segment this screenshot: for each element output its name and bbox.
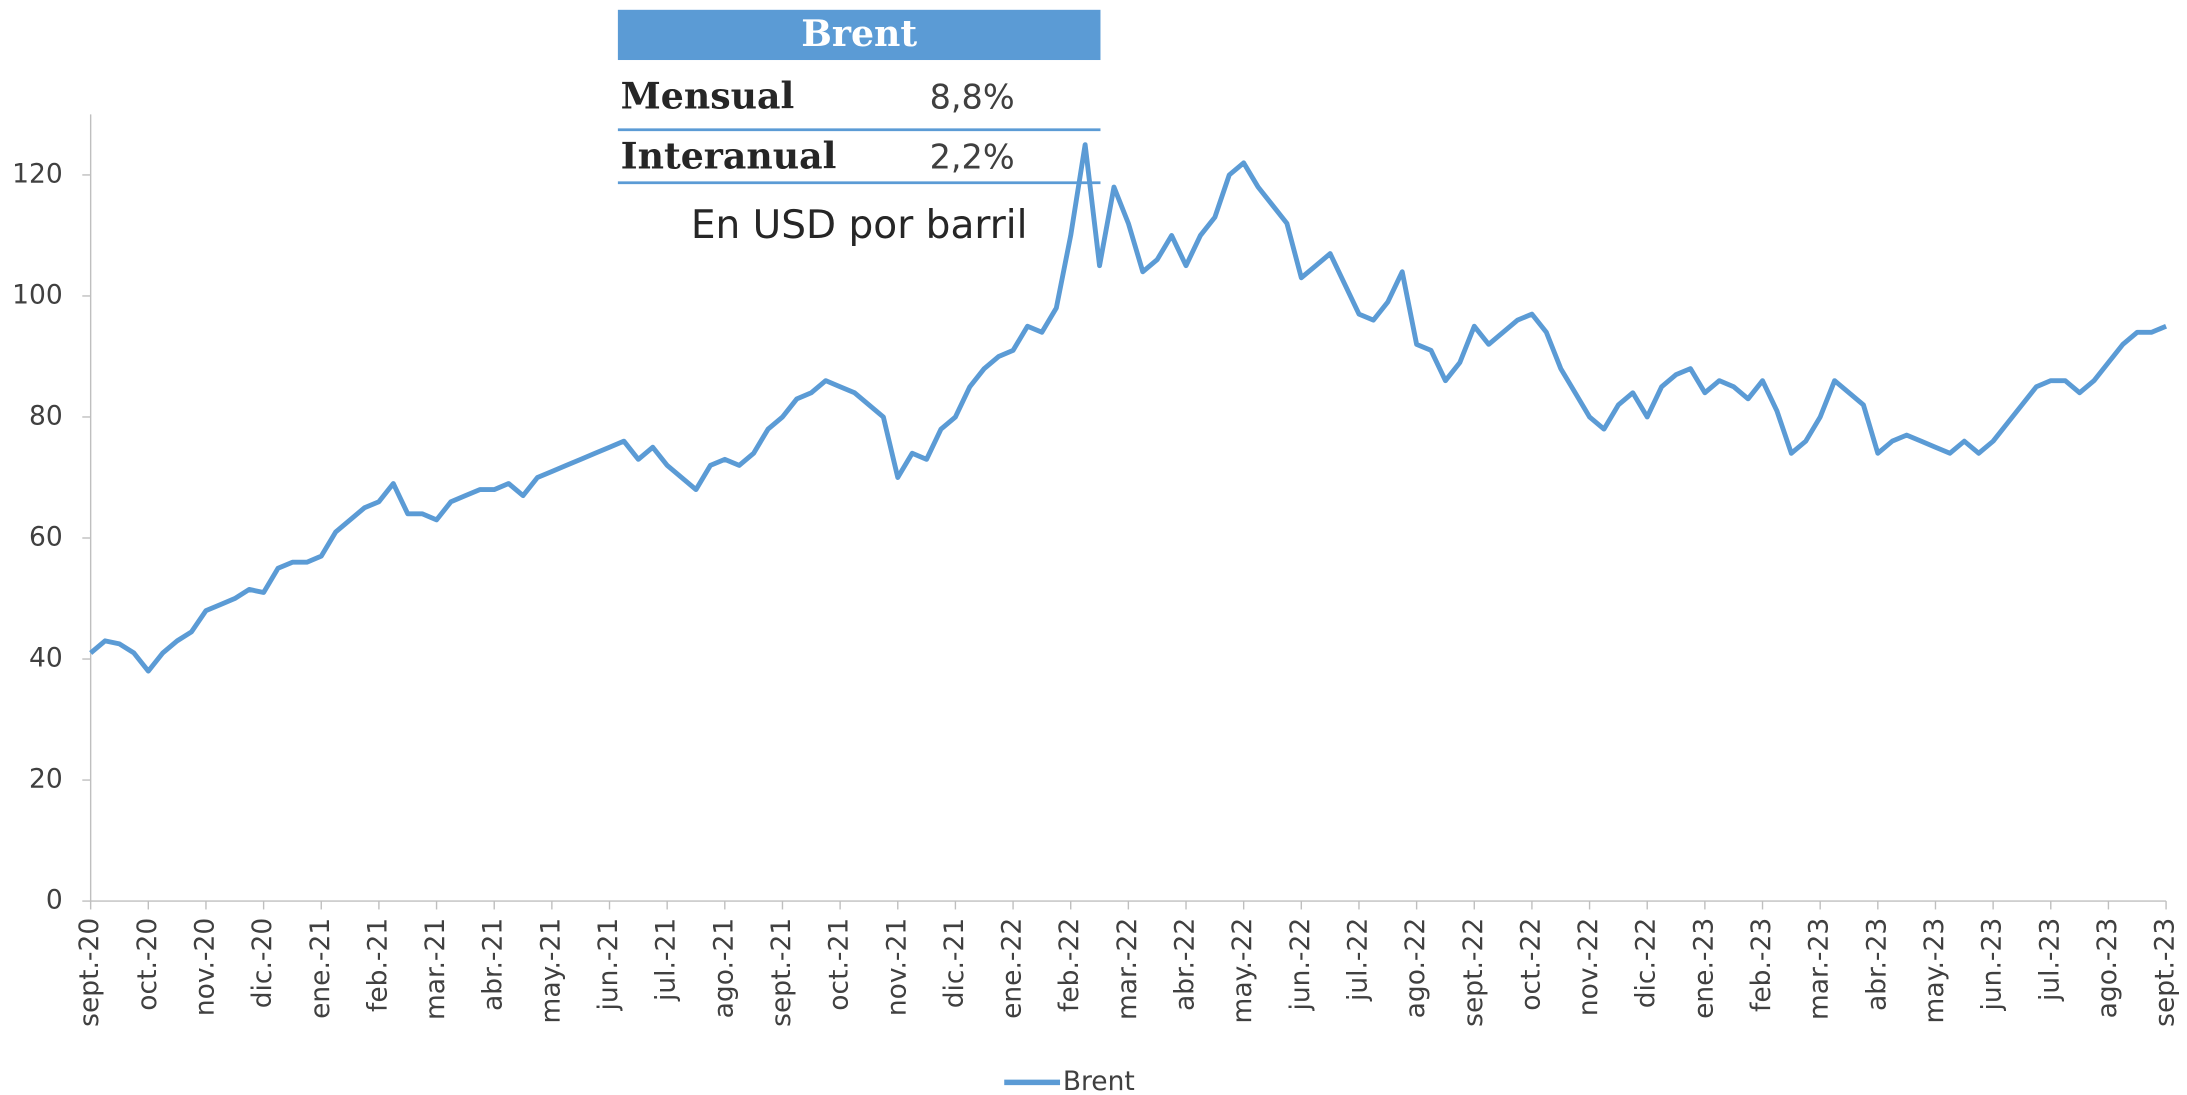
x-tick-label: feb.-23	[1746, 918, 1777, 1012]
table-cell: 8,8%	[930, 78, 1015, 117]
x-tick-label: may.-23	[1919, 918, 1950, 1024]
x-tick-label: abr.-22	[1170, 918, 1201, 1011]
x-tick-label: ago.-21	[708, 918, 739, 1019]
y-tick-label: 60	[29, 522, 63, 553]
x-tick-label: jul.-23	[2034, 918, 2065, 1002]
x-tick-label: may.-21	[535, 918, 566, 1024]
x-tick-label: jul.-22	[1342, 918, 1373, 1002]
y-tick-label: 20	[29, 764, 63, 795]
x-tick-label: abr.-21	[478, 918, 509, 1011]
y-tick-label: 0	[46, 885, 63, 916]
x-tick-label: ago.-23	[2092, 918, 2123, 1019]
x-tick-label: jun.-23	[1977, 918, 2008, 1012]
x-tick-label: oct.-21	[824, 918, 855, 1011]
x-tick-label: may.-22	[1227, 918, 1258, 1024]
table-cell: 2,2%	[930, 138, 1015, 177]
x-tick-label: nov.-22	[1573, 918, 1604, 1016]
y-tick-label: 100	[12, 279, 63, 310]
x-tick-label: jun.-21	[593, 918, 624, 1012]
table-header-bg	[617, 9, 1101, 61]
legend-label: Brent	[1063, 1066, 1135, 1095]
x-tick-label: sept.-20	[74, 918, 105, 1027]
x-tick-label: sept.-21	[766, 918, 797, 1027]
x-tick-label: feb.-22	[1054, 918, 1085, 1012]
x-tick-label: ago.-22	[1400, 918, 1431, 1019]
x-tick-label: dic.-21	[939, 918, 970, 1008]
x-tick-label: nov.-20	[189, 918, 220, 1016]
subtitle: En USD por barril	[691, 203, 1028, 248]
x-tick-label: dic.-20	[247, 918, 278, 1008]
table-cell: Interanual	[621, 135, 837, 178]
y-tick-label: 40	[29, 643, 63, 674]
line	[89, 142, 2168, 674]
x-tick-label: ene.-22	[997, 918, 1028, 1019]
x-tick-label: sept.-22	[1458, 918, 1489, 1027]
y-tick-label: 120	[12, 158, 63, 189]
x-tick-label: oct.-20	[132, 918, 163, 1011]
x-tick-label: mar.-21	[420, 918, 451, 1020]
table-header: Brent	[801, 12, 917, 55]
x-tick-label: jul.-21	[651, 918, 682, 1002]
x-tick-label: mar.-23	[1804, 918, 1835, 1020]
x-tick-label: abr.-23	[1861, 918, 1892, 1011]
x-tick-label: sept.-23	[2150, 918, 2181, 1027]
table-cell: Mensual	[621, 75, 795, 118]
x-tick-label: mar.-22	[1112, 918, 1143, 1020]
x-tick-label: jun.-22	[1285, 918, 1316, 1012]
x-tick-label: dic.-22	[1631, 918, 1662, 1008]
x-tick-label: ene.-21	[305, 918, 336, 1019]
y-tick-label: 80	[29, 400, 63, 431]
x-tick-label: oct.-22	[1515, 918, 1546, 1011]
x-tick-label: nov.-21	[881, 918, 912, 1016]
x-tick-label: feb.-21	[362, 918, 393, 1012]
x-tick-label: ene.-23	[1688, 918, 1719, 1019]
